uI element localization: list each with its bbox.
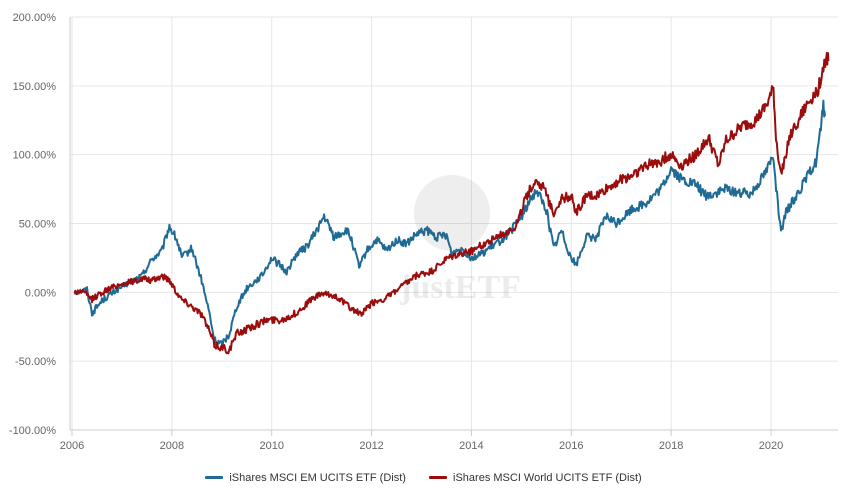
y-tick-label: 200.00% [13, 12, 57, 24]
y-tick-label: -100.00% [9, 425, 56, 437]
series-lines [73, 51, 830, 355]
x-tick-label: 2018 [659, 440, 683, 452]
y-tick-label: -50.00% [15, 356, 56, 368]
x-tick-label: 2006 [60, 440, 84, 452]
x-tick-label: 2020 [759, 440, 783, 452]
grid-lines [70, 16, 838, 431]
x-tick-label: 2010 [259, 440, 283, 452]
y-tick-label: 100.00% [13, 150, 57, 162]
x-tick-label: 2014 [459, 440, 483, 452]
x-tick-label: 2008 [160, 440, 184, 452]
line-chart: 200.00% 150.00% 100.00% 50.00% 0.00% -50.00% -… [9, 12, 838, 452]
legend-item-world[interactable]: iShares MSCI World UCITS ETF (Dist) [429, 472, 642, 484]
y-tick-label: 50.00% [19, 219, 57, 231]
chart-legend: iShares MSCI EM UCITS ETF (Dist) iShares… [0, 470, 847, 484]
legend-item-em[interactable]: iShares MSCI EM UCITS ETF (Dist) [205, 472, 406, 484]
axes [69, 17, 838, 436]
series-line-em[interactable] [73, 99, 826, 349]
x-tick-label: 2012 [359, 440, 383, 452]
y-tick-label: 0.00% [25, 287, 56, 299]
y-tick-label: 150.00% [13, 81, 57, 93]
x-tick-labels: 2006 2008 2010 2012 2014 2016 2018 2020 [60, 440, 783, 452]
series-line-world[interactable] [73, 51, 830, 355]
legend-label-world: iShares MSCI World UCITS ETF (Dist) [453, 471, 642, 484]
legend-label-em: iShares MSCI EM UCITS ETF (Dist) [229, 471, 406, 484]
legend-swatch-em [205, 476, 224, 479]
y-tick-labels: 200.00% 150.00% 100.00% 50.00% 0.00% -50.00% -… [9, 12, 56, 437]
legend-swatch-world [429, 476, 448, 479]
x-tick-label: 2016 [559, 440, 583, 452]
